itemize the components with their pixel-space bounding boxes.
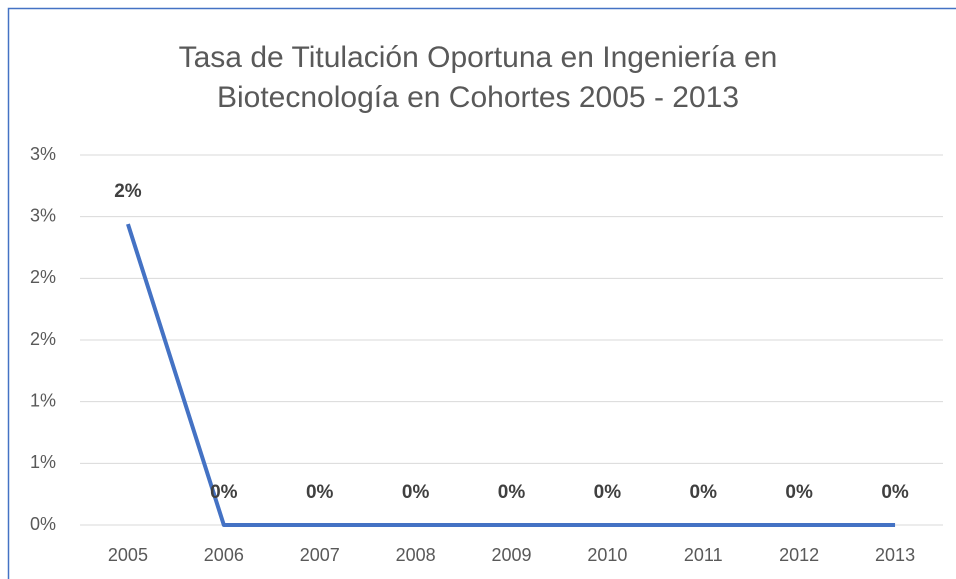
x-tick-label: 2007 — [300, 545, 340, 565]
x-tick-label: 2013 — [875, 545, 915, 565]
data-label: 0% — [785, 482, 813, 503]
x-tick-label: 2009 — [491, 545, 531, 565]
data-label: 0% — [306, 482, 334, 503]
data-label: 0% — [210, 482, 238, 503]
data-label: 0% — [402, 482, 430, 503]
line — [126, 223, 896, 527]
x-tick-label: 2005 — [108, 545, 148, 565]
y-tick-label: 3% — [30, 144, 56, 164]
data-label: 0% — [498, 482, 526, 503]
data-label: 2% — [114, 181, 142, 202]
x-tick-label: 2006 — [204, 545, 244, 565]
x-tick-label: 2010 — [587, 545, 627, 565]
x-tick-label: 2008 — [396, 545, 436, 565]
y-tick-label: 1% — [30, 390, 56, 410]
x-tick-label: 2012 — [779, 545, 819, 565]
y-tick-label: 1% — [30, 452, 56, 472]
y-tick-label: 3% — [30, 205, 56, 225]
data-label: 0% — [881, 482, 909, 503]
x-tick-label: 2011 — [684, 545, 723, 565]
chart-title: Tasa de Titulación Oportuna en Ingenierí… — [178, 41, 778, 114]
y-tick-label: 2% — [30, 267, 56, 287]
y-tick-label: 2% — [30, 329, 56, 349]
data-label: 0% — [594, 482, 622, 503]
frame — [7, 7, 956, 579]
y-tick-label: 0% — [30, 514, 56, 534]
data-label: 0% — [690, 482, 718, 503]
